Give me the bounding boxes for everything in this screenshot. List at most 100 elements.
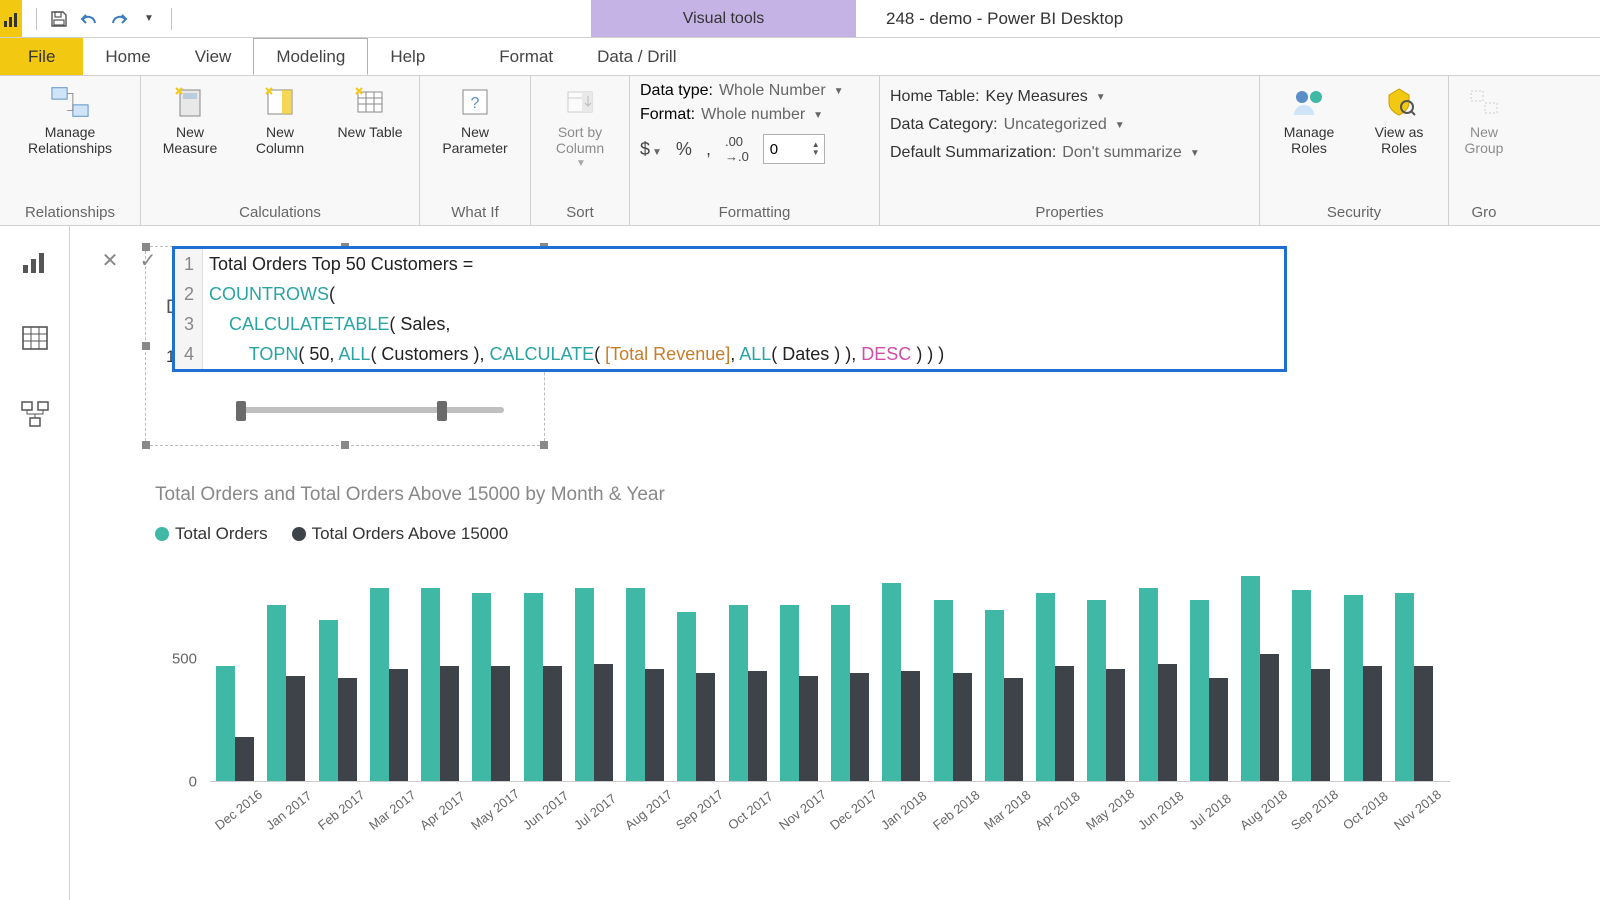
tab-format[interactable]: Format: [477, 38, 575, 75]
data-view-icon[interactable]: [17, 320, 53, 356]
new-table-button[interactable]: New Table: [331, 82, 409, 140]
visual-tools-context-tab: Visual tools: [591, 0, 856, 37]
group-groups: New Group Gro: [1449, 76, 1519, 225]
tab-help[interactable]: Help: [368, 38, 447, 75]
formula-cancel-icon[interactable]: ✕: [96, 246, 124, 274]
manage-relationships-button[interactable]: Manage Relationships: [10, 82, 130, 156]
data-category-label: Data Category:: [890, 116, 998, 134]
new-measure-label: New Measure: [151, 124, 229, 156]
bar-chart-visual[interactable]: Total Orders and Total Orders Above 1500…: [155, 484, 1450, 822]
decimals-spinner[interactable]: ▲▼: [763, 134, 825, 164]
redo-icon[interactable]: [107, 7, 131, 31]
document-title: 248 - demo - Power BI Desktop: [856, 0, 1600, 37]
group-label-sort: Sort: [541, 202, 619, 223]
view-as-roles-label: View as Roles: [1360, 124, 1438, 156]
new-table-icon: [350, 82, 390, 122]
group-label-whatif: What If: [430, 202, 520, 223]
legend-label: Total Orders Above 15000: [312, 524, 509, 544]
format-label: Format:: [640, 106, 695, 124]
new-column-label: New Column: [241, 124, 319, 156]
group-label-properties: Properties: [890, 202, 1249, 223]
format-selector[interactable]: Format: Whole number ▼: [640, 106, 823, 124]
quick-access-toolbar: ▼: [22, 0, 186, 37]
legend-label: Total Orders: [175, 524, 268, 544]
group-label-calculations: Calculations: [151, 202, 409, 223]
chevron-down-icon: ▼: [813, 110, 823, 121]
slider-thumb-end[interactable]: [437, 401, 447, 421]
sort-by-column-button[interactable]: Sort by Column ▼: [541, 82, 619, 169]
formula-bar[interactable]: 1Total Orders Top 50 Customers =2COUNTRO…: [172, 246, 1287, 372]
svg-text:?: ?: [471, 95, 480, 112]
manage-roles-label: Manage Roles: [1270, 124, 1348, 156]
save-icon[interactable]: [47, 7, 71, 31]
new-table-label: New Table: [337, 124, 402, 140]
group-sort: Sort by Column ▼ Sort: [531, 76, 630, 225]
new-parameter-icon: ?: [455, 82, 495, 122]
default-summarization-label: Default Summarization:: [890, 144, 1056, 162]
data-type-value: Whole Number: [719, 82, 826, 100]
new-column-button[interactable]: New Column: [241, 82, 319, 156]
tab-file[interactable]: File: [0, 38, 83, 75]
group-formatting: Data type: Whole Number ▼ Format: Whole …: [630, 76, 880, 225]
tab-home[interactable]: Home: [83, 38, 172, 75]
qat-dropdown-icon[interactable]: ▼: [137, 7, 161, 31]
new-group-icon: [1464, 82, 1504, 122]
formula-commit-icon[interactable]: ✓: [134, 246, 162, 274]
manage-roles-icon: [1289, 82, 1329, 122]
view-rail: [0, 226, 70, 900]
group-properties: Home Table: Key Measures ▼ Data Category…: [880, 76, 1260, 225]
data-category-selector[interactable]: Data Category: Uncategorized ▼: [890, 116, 1200, 134]
title-bar: ▼ Visual tools 248 - demo - Power BI Des…: [0, 0, 1600, 38]
group-label-relationships: Relationships: [10, 202, 130, 223]
format-value: Whole number: [701, 106, 805, 124]
undo-icon[interactable]: [77, 7, 101, 31]
slicer-slider[interactable]: [236, 407, 504, 413]
chevron-down-icon: ▼: [1190, 148, 1200, 159]
group-label-groups: Gro: [1459, 202, 1509, 223]
manage-relationships-icon: [50, 82, 90, 122]
default-summarization-selector[interactable]: Default Summarization: Don't summarize ▼: [890, 144, 1200, 162]
chevron-down-icon: ▼: [834, 86, 844, 97]
group-relationships: Manage Relationships Relationships: [0, 76, 141, 225]
data-type-selector[interactable]: Data type: Whole Number ▼: [640, 82, 844, 100]
legend-item: Total Orders Above 15000: [292, 524, 509, 544]
group-whatif: ? New Parameter What If: [420, 76, 531, 225]
manage-roles-button[interactable]: Manage Roles: [1270, 82, 1348, 156]
report-view-icon[interactable]: [17, 244, 53, 280]
ribbon: Manage Relationships Relationships New M…: [0, 76, 1600, 226]
legend-item: Total Orders: [155, 524, 268, 544]
percent-button[interactable]: %: [676, 139, 692, 160]
data-type-label: Data type:: [640, 82, 713, 100]
view-as-roles-icon: [1379, 82, 1419, 122]
tab-view[interactable]: View: [173, 38, 254, 75]
group-calculations: New Measure New Column New Table Calcula…: [141, 76, 420, 225]
manage-relationships-label: Manage Relationships: [10, 124, 130, 156]
currency-button[interactable]: $▼: [640, 139, 662, 160]
sort-by-column-label: Sort by Column: [541, 124, 619, 156]
chevron-down-icon: ▼: [1096, 92, 1106, 103]
tab-modeling[interactable]: Modeling: [253, 38, 368, 75]
report-canvas: Date 1974 ✕ ✓ 1Total Orders Top 50 Custo…: [70, 226, 1600, 900]
legend-dot-icon: [155, 527, 169, 541]
chart-legend: Total Orders Total Orders Above 15000: [155, 524, 1450, 544]
slider-thumb-start[interactable]: [236, 401, 246, 421]
thousands-button[interactable]: ,: [706, 139, 711, 160]
home-table-label: Home Table:: [890, 88, 980, 106]
decimal-icon: .00→.0: [725, 134, 749, 164]
group-label-security: Security: [1270, 202, 1438, 223]
new-measure-button[interactable]: New Measure: [151, 82, 229, 156]
new-measure-icon: [170, 82, 210, 122]
decimals-input[interactable]: [764, 141, 808, 158]
app-icon: [0, 0, 22, 37]
ribbon-tabs: File Home View Modeling Help Format Data…: [0, 38, 1600, 76]
tab-data-drill[interactable]: Data / Drill: [575, 38, 698, 75]
new-parameter-label: New Parameter: [430, 124, 520, 156]
model-view-icon[interactable]: [17, 396, 53, 432]
chevron-down-icon: ▼: [576, 158, 586, 169]
home-table-selector[interactable]: Home Table: Key Measures ▼: [890, 88, 1200, 106]
default-summarization-value: Don't summarize: [1062, 144, 1182, 162]
new-group-button[interactable]: New Group: [1459, 82, 1509, 156]
new-column-icon: [260, 82, 300, 122]
view-as-roles-button[interactable]: View as Roles: [1360, 82, 1438, 156]
new-parameter-button[interactable]: ? New Parameter: [430, 82, 520, 156]
